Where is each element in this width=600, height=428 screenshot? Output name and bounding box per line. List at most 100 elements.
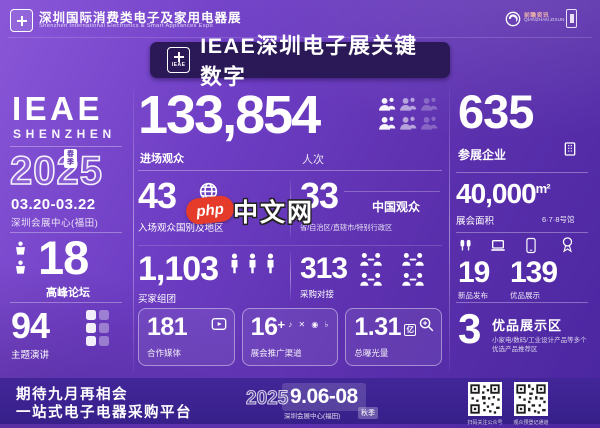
- area-count: 40,000: [456, 178, 537, 209]
- brand-city: SHENZHEN: [13, 127, 116, 141]
- speaker-podium-icon: [13, 260, 28, 275]
- china-audience-sub: 省/自治区/直辖市/特别行政区: [300, 223, 393, 232]
- exposure-stat-box: 1.31 亿 总曝光量: [345, 308, 443, 366]
- social-media-icons: ♪ ✕ ◉ ♭: [288, 320, 331, 329]
- partner-name-cn: 前瞻资讯: [524, 13, 550, 19]
- zones-count: 3: [458, 305, 481, 352]
- footer-slogan-1: 期待九月再相会: [16, 387, 128, 403]
- buyer-groups-label: 买家组团: [138, 294, 177, 305]
- exhibitors-label: 参展企业: [458, 148, 507, 162]
- visitors-count: 133,854: [138, 85, 321, 145]
- launches-count: 19: [458, 256, 490, 289]
- zones-desc-line2: 优选产品推荐区: [492, 346, 538, 353]
- stat-boxes-row: 181 合作媒体 16+ ♪ ✕ ◉ ♭ 展会推广渠道 1.31 亿 总曝光量: [138, 308, 443, 366]
- partner-name-en: QIANZHAN ZIXUN: [524, 18, 565, 23]
- next-event-season-badge: 秋季: [358, 407, 378, 419]
- divider: [290, 180, 291, 238]
- ieae-logo-text: IEAE: [171, 62, 186, 68]
- divider: [10, 146, 122, 147]
- earbuds-icon: [460, 239, 471, 251]
- pair-meeting-icons: [358, 252, 428, 287]
- countries-count: 43: [138, 175, 177, 216]
- event-venue: 深圳会展中心(福田): [11, 218, 99, 229]
- divider: [138, 245, 442, 246]
- qr-caption-2: 观众预登记通道: [513, 420, 549, 426]
- forums-label: 高峰论坛: [46, 287, 90, 299]
- visitors-unit: 人次: [302, 154, 324, 166]
- china-audience-label: 中国观众: [372, 200, 421, 214]
- matchmaking-label: 采购对接: [300, 289, 335, 299]
- divider: [133, 90, 134, 372]
- area-label: 展会面积: [456, 216, 495, 227]
- ieae-logo-icon: IEAE: [167, 47, 191, 73]
- event-year: 2025: [9, 149, 103, 193]
- divider: [456, 302, 588, 303]
- matchmaking-count: 313: [300, 252, 348, 285]
- channels-label: 展会推广渠道: [250, 348, 302, 358]
- media-stat-box: 181 合作媒体: [138, 308, 235, 366]
- tablet-icon: [526, 237, 536, 254]
- qr-code: [468, 382, 502, 416]
- next-event-venue: 深圳会展中心(福田): [284, 413, 341, 420]
- zones-label: 优品展示区: [492, 318, 563, 333]
- next-event-year: 2025: [245, 387, 289, 409]
- title-banner: IEAE IEAE深圳电子展关键数字: [150, 34, 450, 89]
- qr-caption-1: 扫码关注公众号: [467, 420, 503, 426]
- exposure-count: 1.31: [354, 313, 402, 341]
- footer-slogan-2: 一站式电子电器采购平台: [16, 405, 192, 421]
- next-event-dates: 9.06-08: [282, 383, 366, 411]
- forums-count: 18: [38, 231, 89, 284]
- exposure-label: 总曝光量: [354, 348, 389, 358]
- media-count: 181: [147, 313, 188, 341]
- buyer-groups-count: 1,103: [138, 250, 219, 288]
- divider: [10, 302, 122, 303]
- channels-stat-box: 16+ ♪ ✕ ◉ ♭ 展会推广渠道: [241, 308, 339, 366]
- expo-title-cn: 深圳国际消费类电子及家用电器展: [39, 11, 242, 25]
- showcase-count: 139: [510, 256, 558, 289]
- china-regions-count: 33: [300, 175, 339, 216]
- event-dates: 03.20-03.22: [11, 196, 96, 213]
- grid-squares-icon: [86, 310, 109, 346]
- countries-label: 入场观众国别及地区: [138, 223, 224, 234]
- php-watermark-text: 中文网: [233, 199, 315, 227]
- divider: [10, 232, 122, 233]
- exposure-unit-badge: 亿: [404, 324, 417, 336]
- expo-title-en: Shenzhen International Electronics & Sma…: [39, 23, 214, 29]
- exhibitors-count: 635: [458, 85, 534, 138]
- divider: [8, 37, 592, 38]
- halls-label: 6·7·8号馆: [542, 215, 575, 224]
- channels-count: 16: [250, 313, 278, 341]
- zones-desc-line1: 小家电/数码/工业设计产品等多个: [492, 337, 587, 344]
- divider: [344, 191, 440, 192]
- showcase-label: 优品展示: [510, 291, 540, 300]
- building-icon: [564, 142, 576, 156]
- qr-code: [514, 382, 548, 416]
- visitors-label: 进场观众: [140, 153, 184, 165]
- keynotes-label: 主题演讲: [11, 350, 50, 361]
- divider: [290, 252, 291, 300]
- php-watermark-logo: php: [184, 194, 236, 226]
- partner-logo-icon: [505, 11, 521, 27]
- video-play-icon: [211, 318, 227, 330]
- channels-plus: +: [277, 317, 285, 332]
- laptop-icon: [491, 240, 505, 251]
- area-unit: m²: [535, 181, 551, 196]
- launches-label: 新品发布: [458, 291, 488, 300]
- award-medal-icon: [562, 237, 573, 253]
- divider: [449, 90, 450, 372]
- standing-people-icons: [228, 253, 277, 274]
- divider: [138, 170, 442, 171]
- divider: [456, 172, 588, 173]
- partner-badge-icon: [566, 9, 577, 28]
- speaker-podium-icon: [13, 241, 28, 256]
- crowd-icons: [378, 96, 438, 131]
- media-label: 合作媒体: [147, 348, 182, 358]
- divider: [456, 232, 588, 233]
- expo-logo-icon: [10, 9, 33, 32]
- keynotes-count: 94: [11, 305, 50, 346]
- page-title: IEAE深圳电子展关键数字: [200, 34, 418, 89]
- zoom-in-magnifier-icon: [419, 317, 434, 332]
- season-badge: 春季: [64, 149, 77, 168]
- brand-name: IEAE: [12, 90, 104, 127]
